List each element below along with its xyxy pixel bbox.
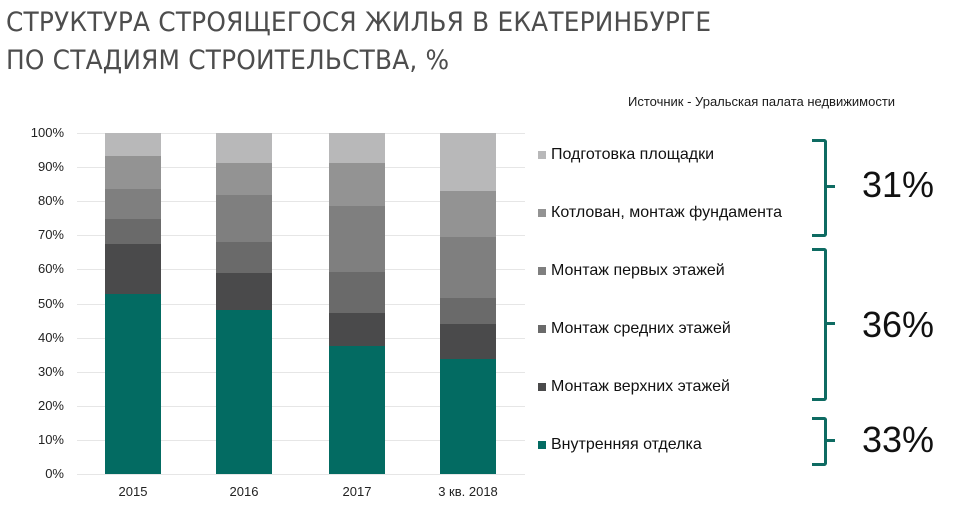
x-tick-label: 2015 [118,484,148,499]
bar-stack [440,132,496,474]
source-note: Источник - Уральская палата недвижимости [628,94,896,109]
bracket-36-tick [826,322,835,325]
legend-swatch-icon [538,441,546,449]
y-tick-label: 40% [37,330,64,345]
bar-stack [105,132,161,474]
bar-segment [105,155,161,189]
chart-title: СТРУКТУРА СТРОЯЩЕГОСЯ ЖИЛЬЯ В ЕКАТЕРИНБУ… [6,4,711,80]
bracket-33 [812,417,827,466]
bracket-36 [812,248,827,401]
bar-segment [216,241,272,273]
legend-swatch-icon [538,151,546,159]
gridline [77,269,525,270]
bar-segment [329,312,385,346]
legend-label: Подготовка площадки [551,146,715,163]
y-tick-label: 50% [37,296,64,311]
gridline [77,201,525,202]
bar-segment [105,132,161,156]
legend-item: Монтаж средних этажей [538,320,731,338]
y-tick-label: 100% [30,125,64,140]
bar-segment [216,162,272,195]
legend-swatch-icon [538,209,546,217]
bar-segment [440,323,496,360]
gridline [77,372,525,373]
bracket-33-tick [826,439,835,442]
legend-swatch-icon [538,325,546,333]
bar-segment [105,188,161,220]
gridline [77,235,525,236]
bar-segment [329,271,385,313]
legend-label: Котлован, монтаж фундамента [551,204,782,221]
gridline [77,304,525,305]
bar-segment [440,236,496,298]
gridline [77,440,525,441]
bracket-31-tick [826,185,835,188]
legend-swatch-icon [538,267,546,275]
bar-segment [216,309,272,474]
y-tick-label: 90% [37,159,64,174]
plot-area: 0% 10% 20% 30% 40% 50% 60% 70% 80% 90% 100% 2015 201… [30,125,525,499]
group-value-31: 31% [862,164,935,205]
legend-label: Монтаж верхних этажей [551,378,730,395]
bracket-31 [812,139,827,237]
bar-segment [329,345,385,474]
legend-item: Монтаж первых этажей [538,262,725,280]
bar-segment [216,132,272,163]
bar-segment [105,293,161,474]
bar-segment [440,132,496,192]
legend-item: Подготовка площадки [538,146,714,164]
y-tick-label: 30% [37,364,64,379]
bar-segment [440,190,496,238]
bar-segment [105,243,161,294]
chart-title-line1: СТРУКТУРА СТРОЯЩЕГОСЯ ЖИЛЬЯ В ЕКАТЕРИНБУ… [6,7,712,38]
bar-segment [440,358,496,474]
bar-stack [329,132,385,474]
bar-segment [216,272,272,310]
legend-label: Монтаж средних этажей [551,320,731,337]
legend-label: Внутренняя отделка [551,436,702,453]
gridline [77,338,525,339]
bar-segment [329,162,385,206]
bar-stack [216,132,272,474]
x-tick-label: 3 кв. 2018 [438,484,498,499]
legend-item: Монтаж верхних этажей [538,378,730,396]
chart-title-line2: ПО СТАДИЯМ СТРОИТЕЛЬСТВА, % [6,45,450,76]
x-tick-label: 2017 [342,484,372,499]
legend-label: Монтаж первых этажей [551,262,725,279]
bar-segment [440,297,496,324]
gridline [77,474,525,475]
group-value-33: 33% [862,419,935,460]
bar-segment [105,218,161,244]
gridline [77,133,525,134]
legend-item: Внутренняя отделка [538,436,702,454]
group-value-36: 36% [862,304,935,345]
x-tick-label: 2016 [229,484,259,499]
y-tick-label: 0% [45,466,64,481]
legend-swatch-icon [538,383,546,391]
bar-segment [329,205,385,272]
y-tick-label: 10% [37,432,64,447]
y-tick-label: 60% [37,261,64,276]
gridline [77,167,525,168]
bar-segment [329,132,385,164]
y-tick-label: 20% [37,398,64,413]
y-tick-label: 80% [37,193,64,208]
bar-segment [216,194,272,242]
gridline [77,406,525,407]
y-tick-label: 70% [37,227,64,242]
legend-item: Котлован, монтаж фундамента [538,204,782,222]
